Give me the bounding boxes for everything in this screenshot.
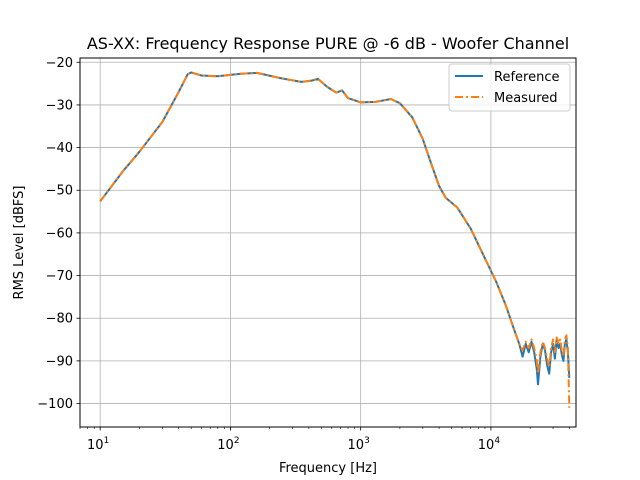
y-tick-label: −80 bbox=[46, 312, 73, 327]
series-line-reference bbox=[99, 71, 571, 386]
grid-lines bbox=[80, 58, 576, 427]
x-tick-label: 102 bbox=[217, 436, 239, 453]
axis-ticks: −20 −30 −40 −50 −60 −70 −80 −90 −100 101 102 103 104 bbox=[37, 56, 570, 453]
y-tick-label: −60 bbox=[46, 226, 73, 241]
plot-series bbox=[99, 71, 571, 408]
plot-frame bbox=[79, 57, 577, 428]
y-tick-label: −50 bbox=[46, 184, 73, 199]
y-tick-label: −30 bbox=[46, 98, 73, 113]
x-tick-label: 104 bbox=[478, 436, 501, 453]
x-tick-label: 101 bbox=[87, 436, 109, 453]
series-line-measured bbox=[99, 71, 571, 408]
y-tick-label: −40 bbox=[46, 141, 73, 156]
x-tick-label: 103 bbox=[348, 436, 370, 453]
x-axis-label: Frequency [Hz] bbox=[279, 461, 377, 476]
legend-label-measured: Measured bbox=[494, 91, 558, 106]
y-tick-label: −70 bbox=[46, 269, 73, 284]
legend: Reference Measured bbox=[448, 63, 571, 112]
y-tick-label: −20 bbox=[46, 56, 73, 71]
y-tick-label: −90 bbox=[46, 354, 73, 369]
y-axis-label: RMS Level [dBFS] bbox=[12, 186, 27, 300]
chart-title: AS-XX: Frequency Response PURE @ -6 dB -… bbox=[87, 34, 569, 53]
legend-label-reference: Reference bbox=[494, 70, 559, 85]
y-tick-label: −100 bbox=[37, 397, 73, 412]
